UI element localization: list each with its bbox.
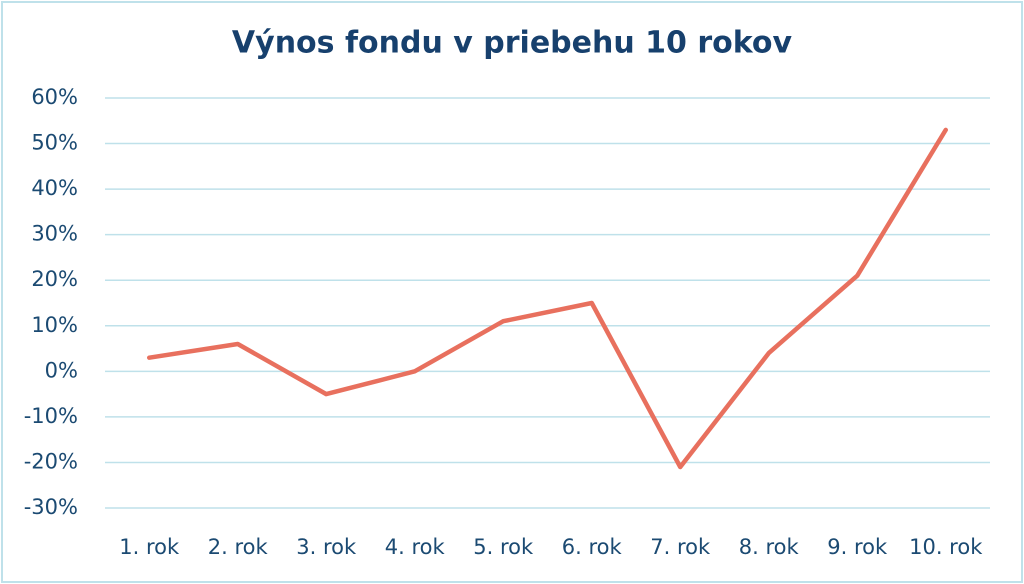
- y-tick-label: 30%: [31, 222, 78, 246]
- y-tick-label: -20%: [24, 449, 78, 473]
- chart-title: Výnos fondu v priebehu 10 rokov: [232, 26, 793, 61]
- x-tick-label: 3. rok: [296, 535, 357, 559]
- x-tick-label: 8. rok: [739, 535, 800, 559]
- x-tick-label: 9. rok: [827, 535, 888, 559]
- x-tick-label: 10. rok: [909, 535, 983, 559]
- x-tick-label: 1. rok: [119, 535, 180, 559]
- y-tick-label: 20%: [31, 267, 78, 291]
- x-tick-label: 4. rok: [385, 535, 446, 559]
- y-tick-label: 10%: [31, 313, 78, 337]
- line-series: [147, 127, 948, 470]
- x-tick-label: 6. rok: [562, 535, 623, 559]
- y-tick-label: 0%: [45, 358, 78, 382]
- y-tick-label: 40%: [31, 176, 78, 200]
- x-tick-label: 7. rok: [650, 535, 711, 559]
- y-tick-label: 50%: [31, 131, 78, 155]
- y-tick-label: 60%: [31, 85, 78, 109]
- y-tick-label: -10%: [24, 404, 78, 428]
- x-tick-label: 2. rok: [208, 535, 269, 559]
- y-tick-label: -30%: [24, 495, 78, 519]
- x-tick-label: 5. rok: [473, 535, 534, 559]
